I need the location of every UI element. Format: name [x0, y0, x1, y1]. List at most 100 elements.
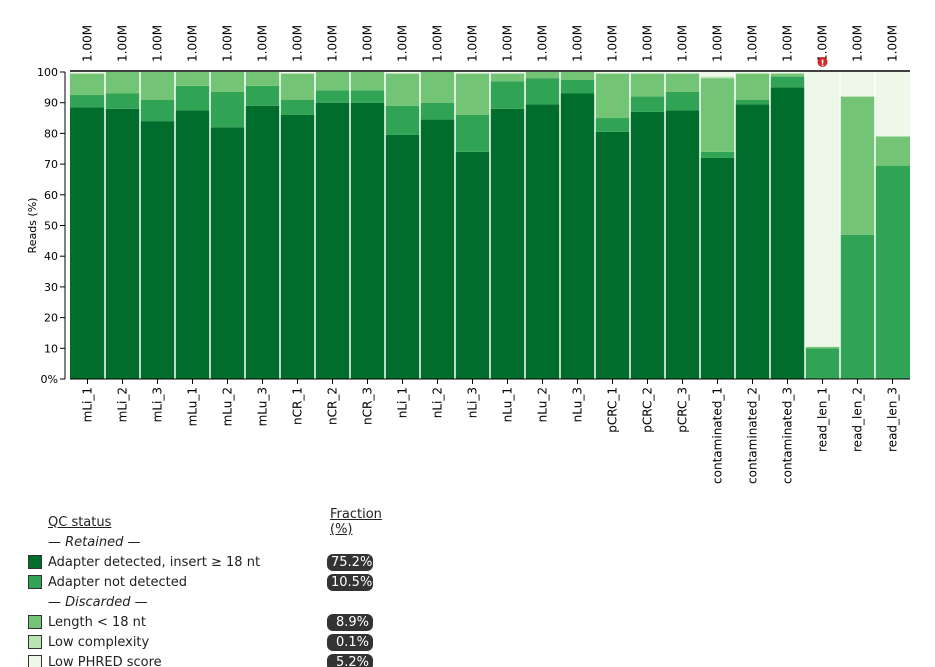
- bar-segment[interactable]: [350, 102, 385, 379]
- bar-segment[interactable]: [280, 114, 315, 379]
- legend-label: Length < 18 nt: [48, 614, 147, 630]
- bar-segment[interactable]: [700, 78, 735, 152]
- legend-item[interactable]: Low PHRED score 5.2%: [28, 652, 373, 667]
- bar-segment[interactable]: [490, 72, 525, 74]
- bar-segment[interactable]: [630, 111, 665, 379]
- bar-segment[interactable]: [385, 73, 420, 106]
- bar-segment[interactable]: [735, 99, 770, 105]
- legend-item[interactable]: Low complexity 0.1%: [28, 632, 373, 652]
- bar-segment[interactable]: [280, 99, 315, 115]
- bar-segment[interactable]: [70, 107, 105, 380]
- legend-group-discarded: — Discarded —: [48, 594, 148, 610]
- bar-segment[interactable]: [210, 72, 245, 92]
- bar-segment[interactable]: [770, 72, 805, 74]
- bar-segment[interactable]: [105, 93, 140, 109]
- bar-segment[interactable]: [840, 72, 875, 97]
- bar-segment[interactable]: [840, 234, 875, 379]
- total-reads-label: 1.00M: [116, 25, 130, 62]
- bar-segment[interactable]: [525, 104, 560, 380]
- total-reads-label: 1.00M: [851, 25, 865, 62]
- bar-segment[interactable]: [595, 131, 630, 379]
- bar-segment[interactable]: [490, 73, 525, 82]
- bar-segment[interactable]: [70, 73, 105, 96]
- bar-segment[interactable]: [315, 90, 350, 103]
- bar-segment[interactable]: [700, 157, 735, 379]
- bar-segment[interactable]: [770, 87, 805, 379]
- fraction-badge: 10.5%: [327, 573, 373, 591]
- bar-segment[interactable]: [770, 73, 805, 77]
- bar-segment[interactable]: [560, 93, 595, 380]
- legend-item[interactable]: Length < 18 nt 8.9%: [28, 612, 373, 632]
- bar-segment[interactable]: [490, 108, 525, 379]
- bar-segment[interactable]: [70, 72, 105, 74]
- x-tick-label: read_len_1: [816, 387, 830, 452]
- legend-item[interactable]: Adapter detected, insert ≥ 18 nt 75.2%: [28, 552, 373, 572]
- bar-segment[interactable]: [700, 72, 735, 77]
- bar-segment[interactable]: [140, 99, 175, 122]
- bar-segment[interactable]: [385, 105, 420, 135]
- bar-segment[interactable]: [245, 85, 280, 106]
- bar-segment[interactable]: [805, 72, 840, 347]
- bar-segment[interactable]: [735, 72, 770, 74]
- bar-segment[interactable]: [735, 73, 770, 100]
- bar-segment[interactable]: [350, 72, 385, 91]
- legend-swatch: [28, 615, 42, 629]
- bar-segment[interactable]: [630, 72, 665, 74]
- bar-segment[interactable]: [770, 76, 805, 88]
- bar-segment[interactable]: [315, 72, 350, 91]
- legend-item[interactable]: Adapter not detected 10.5%: [28, 572, 373, 592]
- bar-segment[interactable]: [700, 151, 735, 158]
- bar-segment[interactable]: [245, 72, 280, 86]
- bar-segment[interactable]: [665, 91, 700, 111]
- bar-segment[interactable]: [700, 76, 735, 79]
- bar-segment[interactable]: [350, 90, 385, 103]
- bar-segment[interactable]: [210, 91, 245, 128]
- bar-segment[interactable]: [630, 96, 665, 112]
- total-reads-label: 1.00M: [571, 25, 585, 62]
- bar-segment[interactable]: [385, 72, 420, 74]
- bar-segment[interactable]: [875, 136, 910, 166]
- bar-segment[interactable]: [140, 121, 175, 380]
- bar-segment[interactable]: [595, 72, 630, 74]
- bar-segment[interactable]: [175, 72, 210, 86]
- bar-segment[interactable]: [420, 119, 455, 380]
- bar-segment[interactable]: [105, 108, 140, 379]
- bar-segment[interactable]: [560, 72, 595, 80]
- bar-segment[interactable]: [385, 134, 420, 379]
- bar-segment[interactable]: [140, 72, 175, 100]
- bar-segment[interactable]: [420, 72, 455, 103]
- bar-segment[interactable]: [735, 104, 770, 380]
- bar-segment[interactable]: [280, 73, 315, 100]
- bar-segment[interactable]: [665, 73, 700, 92]
- bar-segment[interactable]: [630, 73, 665, 97]
- bar-segment[interactable]: [665, 110, 700, 379]
- bar-segment[interactable]: [175, 85, 210, 111]
- bar-segment[interactable]: [805, 346, 840, 349]
- bar-segment[interactable]: [595, 118, 630, 132]
- bar-segment[interactable]: [70, 95, 105, 108]
- bar-segment[interactable]: [490, 81, 525, 109]
- bar-segment[interactable]: [455, 151, 490, 379]
- bar-segment[interactable]: [665, 72, 700, 74]
- x-tick-label: mLi_1: [81, 387, 95, 422]
- x-tick-label: nLu_3: [571, 387, 585, 422]
- bar-segment[interactable]: [280, 72, 315, 74]
- bar-segment[interactable]: [420, 102, 455, 120]
- bar-segment[interactable]: [105, 72, 140, 94]
- bar-segment[interactable]: [525, 72, 560, 79]
- bar-segment[interactable]: [805, 348, 840, 379]
- bar-segment[interactable]: [525, 78, 560, 105]
- bar-segment[interactable]: [875, 72, 910, 137]
- bar-segment[interactable]: [455, 72, 490, 74]
- bar-segment[interactable]: [840, 96, 875, 235]
- bar-segment[interactable]: [455, 73, 490, 115]
- total-reads-label: 1.00M: [501, 25, 515, 62]
- bar-segment[interactable]: [595, 73, 630, 119]
- bar-segment[interactable]: [175, 110, 210, 379]
- bar-segment[interactable]: [210, 127, 245, 379]
- bar-segment[interactable]: [315, 102, 350, 379]
- bar-segment[interactable]: [560, 79, 595, 94]
- bar-segment[interactable]: [455, 114, 490, 152]
- bar-segment[interactable]: [875, 165, 910, 379]
- bar-segment[interactable]: [245, 105, 280, 380]
